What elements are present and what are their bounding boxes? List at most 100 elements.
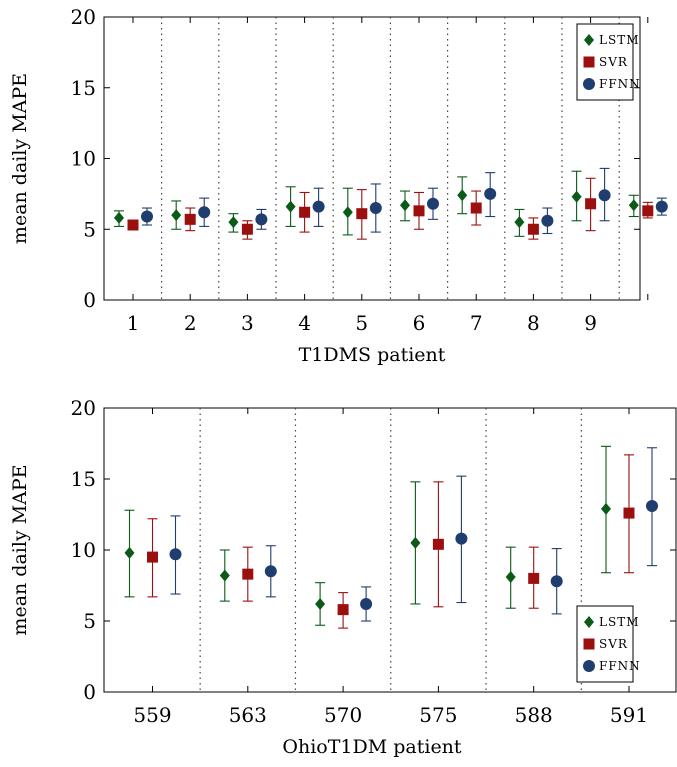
x-tick-label: 4 bbox=[298, 311, 311, 335]
x-axis-label: OhioT1DM patient bbox=[282, 736, 462, 758]
data-point bbox=[623, 507, 635, 519]
x-tick-label: 588 bbox=[515, 703, 553, 727]
data-point bbox=[198, 206, 211, 219]
plot-frame bbox=[103, 16, 641, 301]
series-svr bbox=[147, 454, 635, 629]
data-point bbox=[356, 208, 368, 220]
data-point bbox=[312, 200, 325, 213]
series-ffnn bbox=[141, 167, 668, 235]
data-point bbox=[400, 199, 410, 212]
legend-marker-lstm bbox=[584, 616, 594, 628]
series-ffnn bbox=[169, 447, 658, 622]
x-tick-label: 6 bbox=[413, 311, 426, 335]
chart-panel-2: 0 5 10 15 20 559 563 570 575 588 591 OhioT1DM patie… bbox=[9, 396, 677, 758]
series-lstm bbox=[124, 445, 611, 626]
legend-label-lstm: LSTM bbox=[599, 615, 639, 629]
legend-marker-svr bbox=[583, 56, 595, 68]
data-point bbox=[219, 569, 230, 582]
data-point bbox=[550, 575, 563, 588]
data-point bbox=[369, 202, 382, 215]
x-tick-label: 2 bbox=[184, 311, 197, 335]
x-tick-label: 1 bbox=[127, 311, 140, 335]
x-axis-label: T1DMS patient bbox=[299, 344, 446, 366]
data-point bbox=[457, 189, 468, 202]
y-tick-label: 20 bbox=[71, 396, 96, 420]
data-point bbox=[413, 205, 425, 217]
data-point bbox=[114, 211, 124, 224]
x-tick-label: 575 bbox=[419, 703, 457, 727]
data-point bbox=[147, 551, 158, 563]
y-tick-label: 5 bbox=[83, 609, 96, 633]
data-point bbox=[171, 209, 182, 222]
data-point bbox=[432, 538, 444, 550]
data-point bbox=[127, 219, 139, 231]
y-tick-label: 15 bbox=[71, 76, 96, 100]
y-tick-label: 10 bbox=[71, 147, 96, 171]
data-point bbox=[628, 199, 639, 212]
legend: LSTM SVR FFNN bbox=[576, 605, 641, 683]
x-tick-label: 9 bbox=[584, 311, 597, 335]
x-tick-label: 7 bbox=[470, 311, 483, 335]
series-lstm bbox=[114, 170, 639, 237]
y-axis-label: mean daily MAPE bbox=[9, 73, 31, 244]
data-point bbox=[184, 213, 196, 225]
data-point bbox=[601, 502, 611, 515]
legend: LSTM SVR FFNN bbox=[576, 23, 641, 101]
data-point bbox=[571, 190, 582, 203]
x-tick-label: 5 bbox=[355, 311, 368, 335]
legend-marker-ffnn bbox=[583, 660, 595, 672]
x-tick-label: 559 bbox=[133, 703, 171, 727]
legend-marker-ffnn bbox=[583, 78, 595, 90]
data-point bbox=[470, 202, 482, 214]
y-tick-label: 5 bbox=[83, 217, 96, 241]
data-point bbox=[124, 546, 135, 559]
data-point bbox=[598, 189, 611, 202]
legend-label-ffnn: FFNN bbox=[599, 77, 641, 91]
legend-label-lstm: LSTM bbox=[599, 33, 639, 47]
data-point bbox=[299, 206, 311, 218]
x-tick-label: 563 bbox=[229, 703, 267, 727]
data-point bbox=[264, 565, 277, 578]
y-axis-label: mean daily MAPE bbox=[9, 464, 31, 635]
x-tick-label: 3 bbox=[241, 311, 254, 335]
y-tick-label: 10 bbox=[71, 538, 96, 562]
y-tick-label: 20 bbox=[71, 5, 96, 29]
data-point bbox=[410, 536, 421, 549]
data-point bbox=[527, 223, 539, 235]
y-tick-label: 0 bbox=[83, 680, 96, 704]
x-tick-label: 8 bbox=[527, 311, 540, 335]
legend-label-svr: SVR bbox=[599, 55, 628, 69]
x-tick-label: 570 bbox=[324, 703, 362, 727]
legend-label-ffnn: FFNN bbox=[599, 659, 641, 673]
data-point bbox=[141, 210, 153, 223]
data-point bbox=[255, 213, 268, 226]
x-tick-label: 591 bbox=[610, 703, 648, 727]
chart-panel-1: 0 5 10 15 20 1 2 3 4 5 6 7 8 9 T1DMS patient mean daily… bbox=[9, 5, 668, 366]
series-svr bbox=[127, 177, 654, 240]
data-point bbox=[514, 216, 525, 229]
data-point bbox=[585, 198, 597, 210]
data-point bbox=[455, 532, 468, 545]
legend-label-svr: SVR bbox=[599, 637, 628, 651]
data-point bbox=[242, 568, 254, 580]
data-point bbox=[528, 572, 540, 584]
data-point bbox=[337, 604, 349, 616]
data-point bbox=[241, 223, 253, 235]
data-point bbox=[342, 206, 353, 219]
y-tick-label: 0 bbox=[83, 288, 96, 312]
data-point bbox=[642, 205, 654, 217]
y-tick-label: 15 bbox=[71, 467, 96, 491]
data-point bbox=[315, 597, 326, 610]
data-point bbox=[285, 200, 296, 213]
data-point bbox=[541, 214, 554, 227]
data-point bbox=[228, 216, 239, 229]
legend-marker-svr bbox=[583, 638, 595, 650]
data-point bbox=[484, 187, 497, 200]
legend-marker-lstm bbox=[584, 34, 594, 46]
data-point bbox=[360, 597, 373, 610]
data-point bbox=[427, 197, 439, 210]
data-point bbox=[655, 200, 668, 213]
data-point bbox=[505, 570, 516, 583]
data-point bbox=[646, 499, 658, 512]
